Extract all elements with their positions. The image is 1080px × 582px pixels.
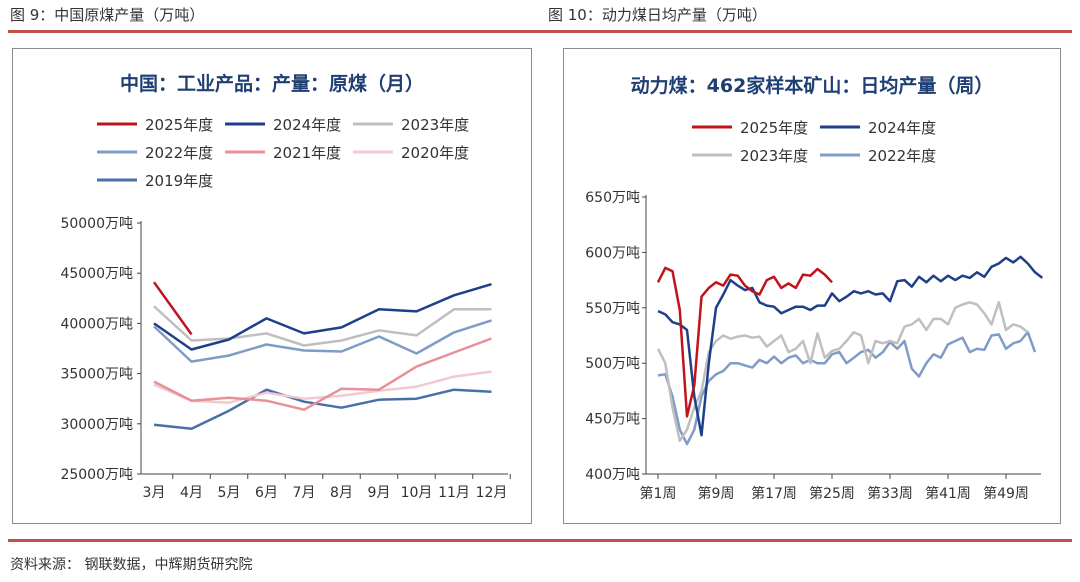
y-tick-label: 400万吨 <box>585 467 640 483</box>
source-note: 资料来源： 钢联数据，中辉期货研究院 <box>10 557 253 573</box>
series-line-2025年度 <box>656 266 833 418</box>
y-tick-label: 550万吨 <box>585 301 640 317</box>
left-chart-title: 中国：工业产品：产量：原煤（月） <box>119 73 424 95</box>
x-tick-label: 12月 <box>476 485 508 501</box>
y-tick-label: 45000万吨 <box>60 266 133 282</box>
series-line-2021年度 <box>153 337 492 411</box>
x-tick-label: 第9周 <box>698 485 735 502</box>
legend-label: 2024年度 <box>868 119 936 137</box>
x-tick-label: 10月 <box>401 485 433 501</box>
legend-label: 2022年度 <box>145 144 213 162</box>
y-tick-label: 600万吨 <box>585 245 640 261</box>
x-tick-label: 第1周 <box>640 485 677 502</box>
y-tick-label: 35000万吨 <box>60 367 133 383</box>
series-line-2022年度 <box>153 319 492 363</box>
series-line-2024年度 <box>153 283 492 351</box>
series-line-2025年度 <box>152 281 193 336</box>
left-chart-svg: 2025年度 2024年度 2023年度 2022年度 2021年度 2020年度 2019… <box>60 116 511 501</box>
x-tick-label: 第17周 <box>751 485 797 502</box>
y-tick-label: 25000万吨 <box>60 467 133 483</box>
x-tick-label: 9月 <box>368 485 391 501</box>
y-tick-label: 50000万吨 <box>60 216 133 232</box>
x-tick-label: 5月 <box>218 485 241 501</box>
x-tick-label: 第41周 <box>925 485 971 502</box>
y-tick-label: 40000万吨 <box>60 316 133 332</box>
bottom-divider <box>8 539 1072 542</box>
y-tick-label: 500万吨 <box>585 356 640 372</box>
y-tick-label: 450万吨 <box>585 412 640 428</box>
legend-label: 2022年度 <box>868 147 936 165</box>
x-tick-label: 11月 <box>438 485 470 501</box>
y-tick-label: 650万吨 <box>585 190 640 206</box>
legend-label: 2021年度 <box>273 144 341 162</box>
x-tick-label: 7月 <box>293 485 316 501</box>
series-line-2023年度 <box>656 301 1029 443</box>
series-line-2020年度 <box>153 370 492 404</box>
legend-label: 2023年度 <box>740 147 808 165</box>
legend-label: 2023年度 <box>401 116 469 134</box>
x-tick-label: 8月 <box>330 485 353 501</box>
x-tick-label: 3月 <box>143 485 166 501</box>
legend-label: 2020年度 <box>401 144 469 162</box>
series-line-2024年度 <box>657 255 1044 437</box>
series-line-2022年度 <box>657 330 1037 446</box>
legend-label: 2025年度 <box>740 119 808 137</box>
top-divider <box>8 30 1072 33</box>
right-figure-title: 图 10：动力煤日均产量（万吨） <box>548 6 767 24</box>
right-chart-svg: 2025年度 2024年度 2023年度 2022年度 400万吨 450万吨 500万吨 5… <box>585 119 1044 502</box>
x-tick-label: 第25周 <box>809 485 855 502</box>
right-chart-panel: 动力煤：462家样本矿山：日均产量（周） 2025年度 2024年度 2023年度 2… <box>563 48 1061 524</box>
y-tick-label: 30000万吨 <box>60 417 133 433</box>
x-tick-label: 6月 <box>255 485 278 501</box>
x-tick-label: 4月 <box>180 485 203 501</box>
legend-label: 2019年度 <box>145 172 213 190</box>
legend-label: 2025年度 <box>145 116 213 134</box>
x-tick-label: 第49周 <box>983 485 1029 502</box>
series-line-2023年度 <box>153 305 492 347</box>
right-chart-title: 动力煤：462家样本矿山：日均产量（周） <box>630 75 994 97</box>
series-line-2019年度 <box>153 388 492 431</box>
legend-label: 2024年度 <box>273 116 341 134</box>
x-tick-label: 第33周 <box>867 485 913 502</box>
left-figure-title: 图 9：中国原煤产量（万吨） <box>10 6 205 24</box>
left-chart-panel: 中国：工业产品：产量：原煤（月） 2025年度 2024年度 2023年度 2022年… <box>12 48 532 524</box>
